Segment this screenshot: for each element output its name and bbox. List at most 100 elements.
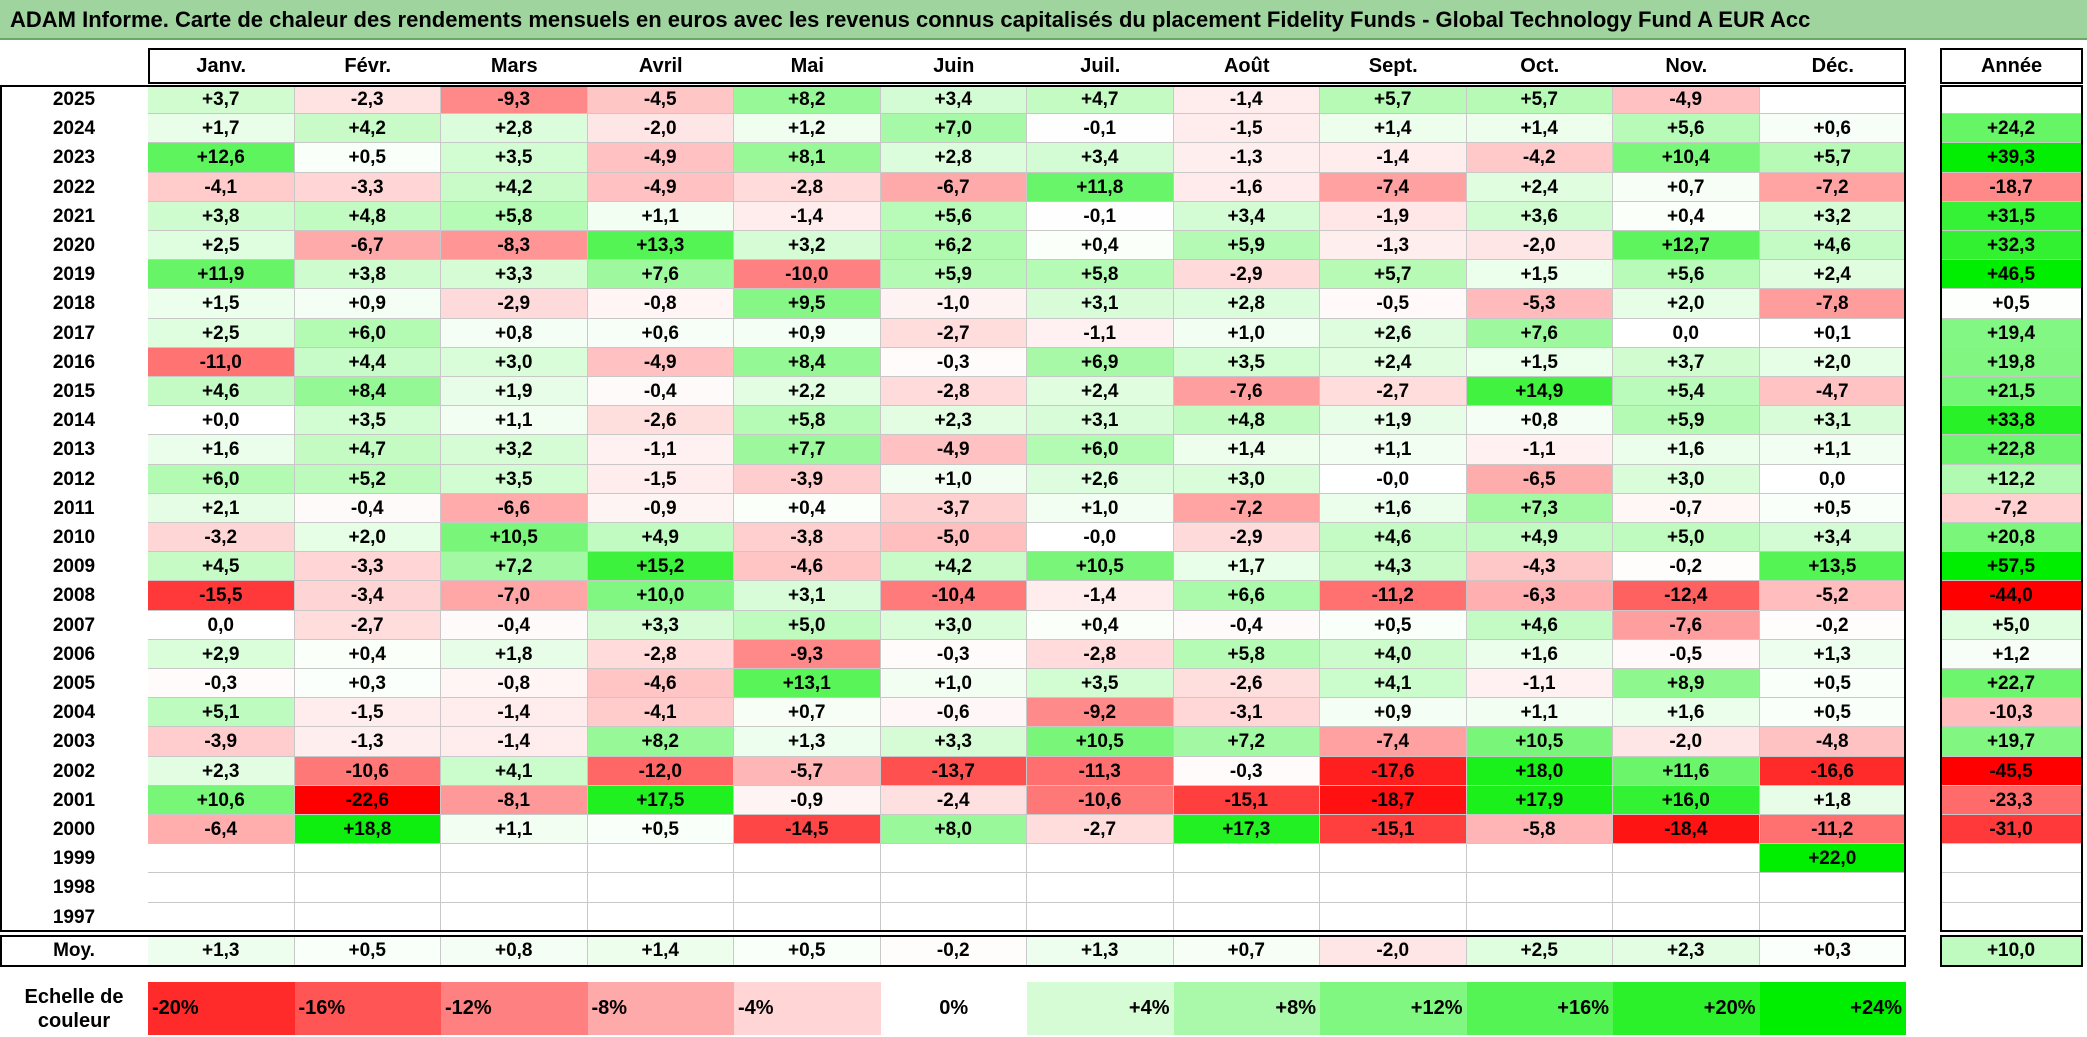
heatmap-cell: -14,5	[734, 815, 881, 845]
heatmap-cell: +4,9	[1466, 523, 1613, 553]
heatmap-cell: +0,7	[1613, 172, 1760, 202]
heatmap-cell: -1,0	[880, 289, 1027, 319]
month-header: Avril	[638, 55, 683, 77]
heatmap-cell: -3,3	[294, 552, 441, 582]
heatmap-cell: +0,6	[1759, 114, 1906, 144]
average-cell: -0,2	[880, 935, 1027, 967]
heatmap-cell	[880, 873, 1027, 903]
year-label: 2017	[52, 322, 96, 344]
heatmap-cell: +8,2	[734, 85, 881, 115]
heatmap-cell	[441, 902, 588, 932]
heatmap-cell: +2,9	[148, 639, 295, 669]
heatmap-cell: +1,0	[880, 464, 1027, 494]
heatmap-cell	[148, 873, 295, 903]
heatmap-cell: -3,3	[294, 172, 441, 202]
heatmap-cell	[1320, 902, 1467, 932]
heatmap-cell: -2,8	[734, 172, 881, 202]
average-cell: +1,3	[148, 935, 295, 967]
heatmap-cell: +3,5	[441, 464, 588, 494]
heatmap-cell: -7,8	[1759, 289, 1906, 319]
heatmap-cell: +3,0	[1613, 464, 1760, 494]
heatmap-cell: -0,8	[441, 669, 588, 699]
heatmap-cell: +7,2	[1173, 727, 1320, 757]
heatmap-cell: +3,1	[734, 581, 881, 611]
heatmap-cell: -7,2	[1759, 172, 1906, 202]
heatmap-cell: -0,5	[1613, 639, 1760, 669]
average-label: Moy.	[53, 940, 95, 961]
heatmap-cell: -0,4	[587, 377, 734, 407]
heatmap-cell: +2,0	[1759, 347, 1906, 377]
heatmap-cell	[441, 844, 588, 874]
heatmap-cell: +4,8	[294, 201, 441, 231]
heatmap-cell: +7,3	[1466, 493, 1613, 523]
year-total-cell: +22,8	[1940, 435, 2083, 465]
heatmap-cell: -3,9	[148, 727, 295, 757]
heatmap-cell: +1,0	[1027, 493, 1174, 523]
heatmap-cell: +0,4	[734, 493, 881, 523]
heatmap-cell: +0,5	[1759, 698, 1906, 728]
color-scale-swatch: +20%	[1613, 982, 1760, 1035]
heatmap-cell: +17,3	[1173, 815, 1320, 845]
heatmap-cell: +0,7	[734, 698, 881, 728]
heatmap-cell: +2,8	[880, 143, 1027, 173]
year-label: 2010	[52, 527, 96, 548]
heatmap-cell: +4,8	[1173, 406, 1320, 436]
heatmap-cell: +7,7	[734, 435, 881, 465]
heatmap-cell: +5,7	[1759, 143, 1906, 173]
heatmap-cell: -1,3	[1320, 231, 1467, 261]
heatmap-cell	[734, 902, 881, 932]
heatmap-cell: +6,0	[294, 318, 441, 348]
heatmap-cell: +5,0	[734, 610, 881, 640]
year-total-cell: -45,5	[1940, 756, 2083, 786]
year-total-cell: +1,2	[1940, 639, 2083, 669]
heatmap-cell: +1,6	[1613, 698, 1760, 728]
heatmap-cell: +7,0	[880, 114, 1027, 144]
heatmap-cell: +1,3	[734, 727, 881, 757]
heatmap-cell: +3,0	[441, 347, 588, 377]
heatmap-cell: +6,0	[148, 464, 295, 494]
heatmap-cell: -5,2	[1759, 581, 1906, 611]
year-label: 2014	[52, 410, 96, 432]
heatmap-cell: -1,4	[1027, 581, 1174, 611]
heatmap-cell: +18,0	[1466, 756, 1613, 786]
heatmap-cell: +3,2	[441, 435, 588, 465]
heatmap-cell: -3,7	[880, 493, 1027, 523]
heatmap-cell: -15,1	[1320, 815, 1467, 845]
heatmap-cell: +1,1	[441, 406, 588, 436]
heatmap-cell: +1,6	[1613, 435, 1760, 465]
heatmap-cell: +14,9	[1466, 377, 1613, 407]
heatmap-cell	[734, 844, 881, 874]
year-total-cell: +19,8	[1940, 347, 2083, 377]
heatmap-cell: +13,3	[587, 231, 734, 261]
year-total-cell: -7,2	[1940, 493, 2083, 523]
heatmap-cell: -10,0	[734, 260, 881, 290]
heatmap-cell: -11,2	[1759, 815, 1906, 845]
heatmap-cell: -0,9	[734, 785, 881, 815]
heatmap-cell: -2,7	[1320, 377, 1467, 407]
heatmap-cell: +2,6	[1320, 318, 1467, 348]
heatmap-cell: +0,9	[734, 318, 881, 348]
heatmap-cell: -2,9	[1173, 260, 1320, 290]
heatmap-cell: +5,9	[880, 260, 1027, 290]
heatmap-cell: -7,2	[1173, 493, 1320, 523]
heatmap-cell: -11,0	[148, 347, 295, 377]
heatmap-cell	[1173, 902, 1320, 932]
heatmap-cell: -1,4	[441, 727, 588, 757]
heatmap-cell: -0,2	[1613, 552, 1760, 582]
color-scale-swatch: -4%	[734, 982, 881, 1035]
heatmap-cell: 0,0	[1759, 464, 1906, 494]
heatmap-cell: +0,6	[587, 318, 734, 348]
heatmap-cell	[1466, 844, 1613, 874]
color-scale-swatch: -16%	[294, 982, 441, 1035]
heatmap-cell: 0,0	[1613, 318, 1760, 348]
heatmap-cell: +8,4	[294, 377, 441, 407]
heatmap-cell: -7,6	[1173, 377, 1320, 407]
heatmap-cell: +2,6	[1027, 464, 1174, 494]
heatmap-cell: +3,4	[1027, 143, 1174, 173]
year-total-cell: -44,0	[1940, 581, 2083, 611]
year-label: 2000	[52, 819, 96, 840]
heatmap-cell: -0,3	[880, 639, 1027, 669]
heatmap-cell: -15,5	[148, 581, 295, 611]
heatmap-cell: -1,5	[1173, 114, 1320, 144]
heatmap-cell: -2,7	[1027, 815, 1174, 845]
